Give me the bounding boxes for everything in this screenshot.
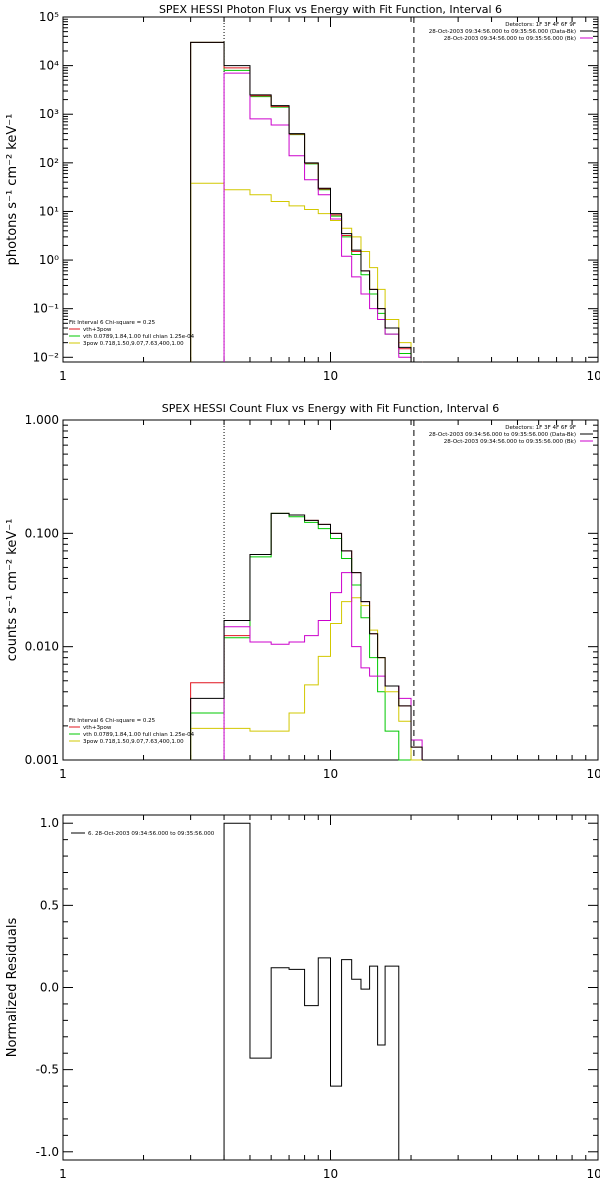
y-tick-label: 0.100 xyxy=(25,526,59,540)
x-tick-label: 10 xyxy=(323,767,338,781)
x-tick-label: 10 xyxy=(323,1167,338,1181)
y-axis-label: counts s⁻¹ cm⁻² keV⁻¹ xyxy=(5,519,20,662)
legend-entry: 28-Oct-2003 09:34:56.000 to 09:35:56.000… xyxy=(444,439,576,445)
series-vth_3pow xyxy=(190,41,423,363)
legend-entry: vth+3pow xyxy=(83,725,112,731)
y-tick-label: 0.5 xyxy=(40,898,59,912)
y-tick-label: 10⁵ xyxy=(39,10,59,24)
y-tick-label: 1.0 xyxy=(40,816,59,830)
y-tick-label: 0.001 xyxy=(25,753,59,767)
series-total xyxy=(223,822,400,1160)
chart-photon: SPEX HESSI Photon Flux vs Energy with Fi… xyxy=(5,3,600,383)
plot-frame xyxy=(62,419,599,761)
y-tick-label: 1.000 xyxy=(25,413,59,427)
y-tick-label: -1.0 xyxy=(36,1145,59,1159)
y-axis: 10⁻² 10⁻¹ 10⁰ 10¹ 10² 10³ 10⁴ 10⁵ xyxy=(33,10,598,364)
x-tick-label: 100 xyxy=(587,1167,600,1181)
legend-entry: 28-Oct-2003 09:34:56.000 to 09:35:56.000… xyxy=(444,36,576,42)
series-vth xyxy=(190,41,423,363)
series-background_data xyxy=(223,572,423,760)
x-tick-label: 10 xyxy=(323,369,338,383)
legend-entry: vth+3pow xyxy=(83,327,112,333)
series-pow xyxy=(190,182,423,363)
y-tick-label: 10² xyxy=(39,156,59,170)
chart-count: SPEX HESSI Count Flux vs Energy with Fit… xyxy=(5,402,600,781)
legend-entry: vth 0.0789,1.84,1.00 full chian 1.25e-04 xyxy=(83,732,195,738)
legend-entry: Fit Interval 6 Chi-square = 0.25 xyxy=(69,320,156,326)
y-tick-label: 10³ xyxy=(39,107,59,121)
x-axis: 1 10 100 xyxy=(59,815,600,1181)
series-vth xyxy=(190,512,423,761)
y-tick-label: 0.010 xyxy=(25,640,59,654)
series-background_data xyxy=(223,72,423,363)
series-total xyxy=(190,512,423,760)
legend-entry: 3pow 0.718,1.50,9.07,7.63,400,1.00 xyxy=(83,341,184,347)
x-tick-label: 1 xyxy=(59,1167,67,1181)
series-vth_3pow xyxy=(190,512,423,760)
x-axis: 1 10 100 xyxy=(59,17,600,383)
legend-entry: Detectors: 1F 3F 4F 6F 9F xyxy=(505,425,576,431)
x-axis: 1 10 100 xyxy=(59,420,600,781)
legend-top: 6. 28-Oct-2003 09:34:56.000 to 09:35:56.… xyxy=(71,831,215,837)
y-tick-label: 10⁻² xyxy=(33,350,60,364)
x-tick-label: 1 xyxy=(59,369,67,383)
series-pow xyxy=(190,597,423,761)
series-total xyxy=(190,41,423,363)
chart-residuals: 1 10 100 -1.0 -0.5 0.0 0.5 1.0 Normalized Residu… xyxy=(5,814,600,1181)
x-tick-label: 100 xyxy=(587,767,600,781)
chart-title: SPEX HESSI Count Flux vs Energy with Fit… xyxy=(162,402,499,415)
y-tick-label: 10⁰ xyxy=(39,253,59,267)
y-tick-label: 10¹ xyxy=(39,204,59,218)
legend-entry: 6. 28-Oct-2003 09:34:56.000 to 09:35:56.… xyxy=(88,831,215,837)
y-tick-label: 10⁴ xyxy=(39,59,59,73)
x-tick-label: 100 xyxy=(587,369,600,383)
legend-entry: Fit Interval 6 Chi-square = 0.25 xyxy=(69,718,156,724)
y-axis: 0.001 0.010 0.100 1.000 xyxy=(25,413,598,767)
y-tick-label: 0.0 xyxy=(40,981,59,995)
y-axis: -1.0 -0.5 0.0 0.5 1.0 xyxy=(36,816,598,1159)
legend-entry: vth 0.0789,1.84,1.00 full chian 1.25e-04 xyxy=(83,334,195,340)
legend-entry: 3pow 0.718,1.50,9.07,7.63,400,1.00 xyxy=(83,739,184,745)
y-axis-label: Normalized Residuals xyxy=(5,918,20,1058)
y-tick-label: -0.5 xyxy=(36,1063,59,1077)
chart-title: SPEX HESSI Photon Flux vs Energy with Fi… xyxy=(159,3,502,16)
y-tick-label: 10⁻¹ xyxy=(33,302,60,316)
legend-entry: 28-Oct-2003 09:34:56.000 to 09:35:56.000… xyxy=(429,29,576,35)
legend-entry: Detectors: 1F 3F 4F 6F 9F xyxy=(505,22,576,28)
legend-fit: Fit Interval 6 Chi-square = 0.25vth+3pow… xyxy=(69,320,195,347)
y-axis-label: photons s⁻¹ cm⁻² keV⁻¹ xyxy=(5,114,20,266)
legend-entry: 28-Oct-2003 09:34:56.000 to 09:35:56.000… xyxy=(429,432,576,438)
x-tick-label: 1 xyxy=(59,767,67,781)
legend-fit: Fit Interval 6 Chi-square = 0.25vth+3pow… xyxy=(69,718,195,745)
